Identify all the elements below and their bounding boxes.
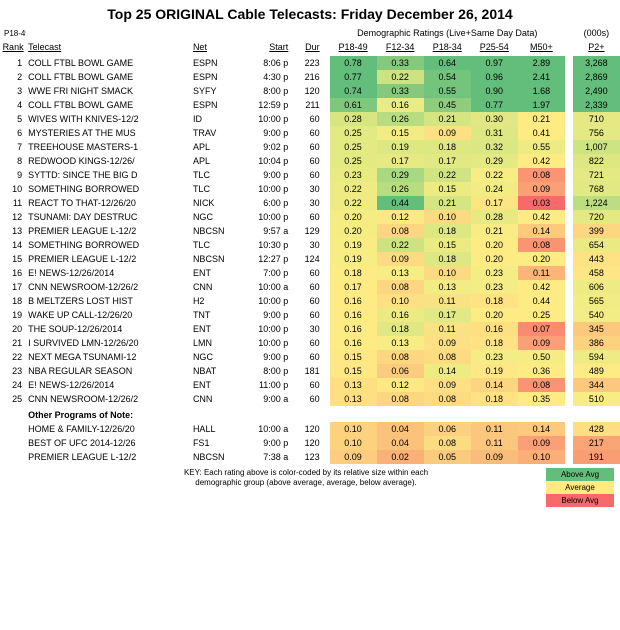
demo-group-label: Demographic Ratings (Live+Same Day Data) — [330, 26, 565, 40]
table-row: BEST OF UFC 2014-12/26FS19:00 p1200.100.… — [0, 436, 620, 450]
table-row: 2COLL FTBL BOWL GAMEESPN4:30 p2160.770.2… — [0, 70, 620, 84]
table-row: 11REACT TO THAT-12/26/20NICK6:00 p300.22… — [0, 196, 620, 210]
table-row: 14SOMETHING BORROWEDTLC10:30 p300.190.22… — [0, 238, 620, 252]
table-row: HOME & FAMILY-12/26/20HALL10:00 a1200.10… — [0, 422, 620, 436]
table-row: 17CNN NEWSROOM-12/26/2CNN10:00 a600.170.… — [0, 280, 620, 294]
table-row: 13PREMIER LEAGUE L-12/2NBCSN9:57 a1290.2… — [0, 224, 620, 238]
table-row: 18B MELTZERS LOST HISTH210:00 p600.160.1… — [0, 294, 620, 308]
table-row: 22NEXT MEGA TSUNAMI-12NGC9:00 p600.150.0… — [0, 350, 620, 364]
table-row: 23NBA REGULAR SEASONNBAT8:00 p1810.150.0… — [0, 364, 620, 378]
table-row: 8REDWOOD KINGS-12/26/APL10:04 p600.250.1… — [0, 154, 620, 168]
table-row: PREMIER LEAGUE L-12/2NBCSN7:38 a1230.090… — [0, 450, 620, 464]
p2-group-label: (000s) — [573, 26, 620, 40]
table-row: 21I SURVIVED LMN-12/26/20LMN10:00 p600.1… — [0, 336, 620, 350]
table-row: 25CNN NEWSROOM-12/26/2CNN9:00 a600.130.0… — [0, 392, 620, 406]
table-row: 16E! NEWS-12/26/2014ENT7:00 p600.180.130… — [0, 266, 620, 280]
column-headers: Rank Telecast Net Start Dur P18-49 F12-3… — [0, 40, 620, 56]
key-text: KEY: Each rating above is color-coded by… — [74, 468, 538, 489]
table-row: 10SOMETHING BORROWEDTLC10:00 p300.220.26… — [0, 182, 620, 196]
table-row: 1COLL FTBL BOWL GAMEESPN8:06 p2230.780.3… — [0, 56, 620, 70]
table-row: 7TREEHOUSE MASTERS-1APL9:02 p600.250.190… — [0, 140, 620, 154]
table-row: 3WWE FRI NIGHT SMACKSYFY8:00 p1200.740.3… — [0, 84, 620, 98]
ratings-table: P18-49 Demographic Ratings (Live+Same Da… — [0, 26, 620, 464]
table-row: 5WIVES WITH KNIVES-12/2ID10:00 p600.280.… — [0, 112, 620, 126]
other-section-label: Other Programs of Note: — [26, 406, 620, 422]
page-title: Top 25 ORIGINAL Cable Telecasts: Friday … — [0, 0, 620, 26]
table-row: 19WAKE UP CALL-12/26/20TNT9:00 p600.160.… — [0, 308, 620, 322]
table-row: 12TSUNAMI: DAY DESTRUCNGC10:00 p600.200.… — [0, 210, 620, 224]
table-row: 4COLL FTBL BOWL GAMEESPN12:59 p2110.610.… — [0, 98, 620, 112]
color-legend: Above AvgAverageBelow Avg — [546, 468, 614, 507]
table-row: 24E! NEWS-12/26/2014ENT11:00 p600.130.12… — [0, 378, 620, 392]
table-row: 20THE SOUP-12/26/2014ENT10:00 p300.160.1… — [0, 322, 620, 336]
table-row: 6MYSTERIES AT THE MUSTRAV9:00 p600.250.1… — [0, 126, 620, 140]
table-row: 9SYTTD: SINCE THE BIG DTLC9:00 p600.230.… — [0, 168, 620, 182]
table-row: 15PREMIER LEAGUE L-12/2NBCSN12:27 p1240.… — [0, 252, 620, 266]
corner-label: P18-49 — [0, 26, 26, 40]
